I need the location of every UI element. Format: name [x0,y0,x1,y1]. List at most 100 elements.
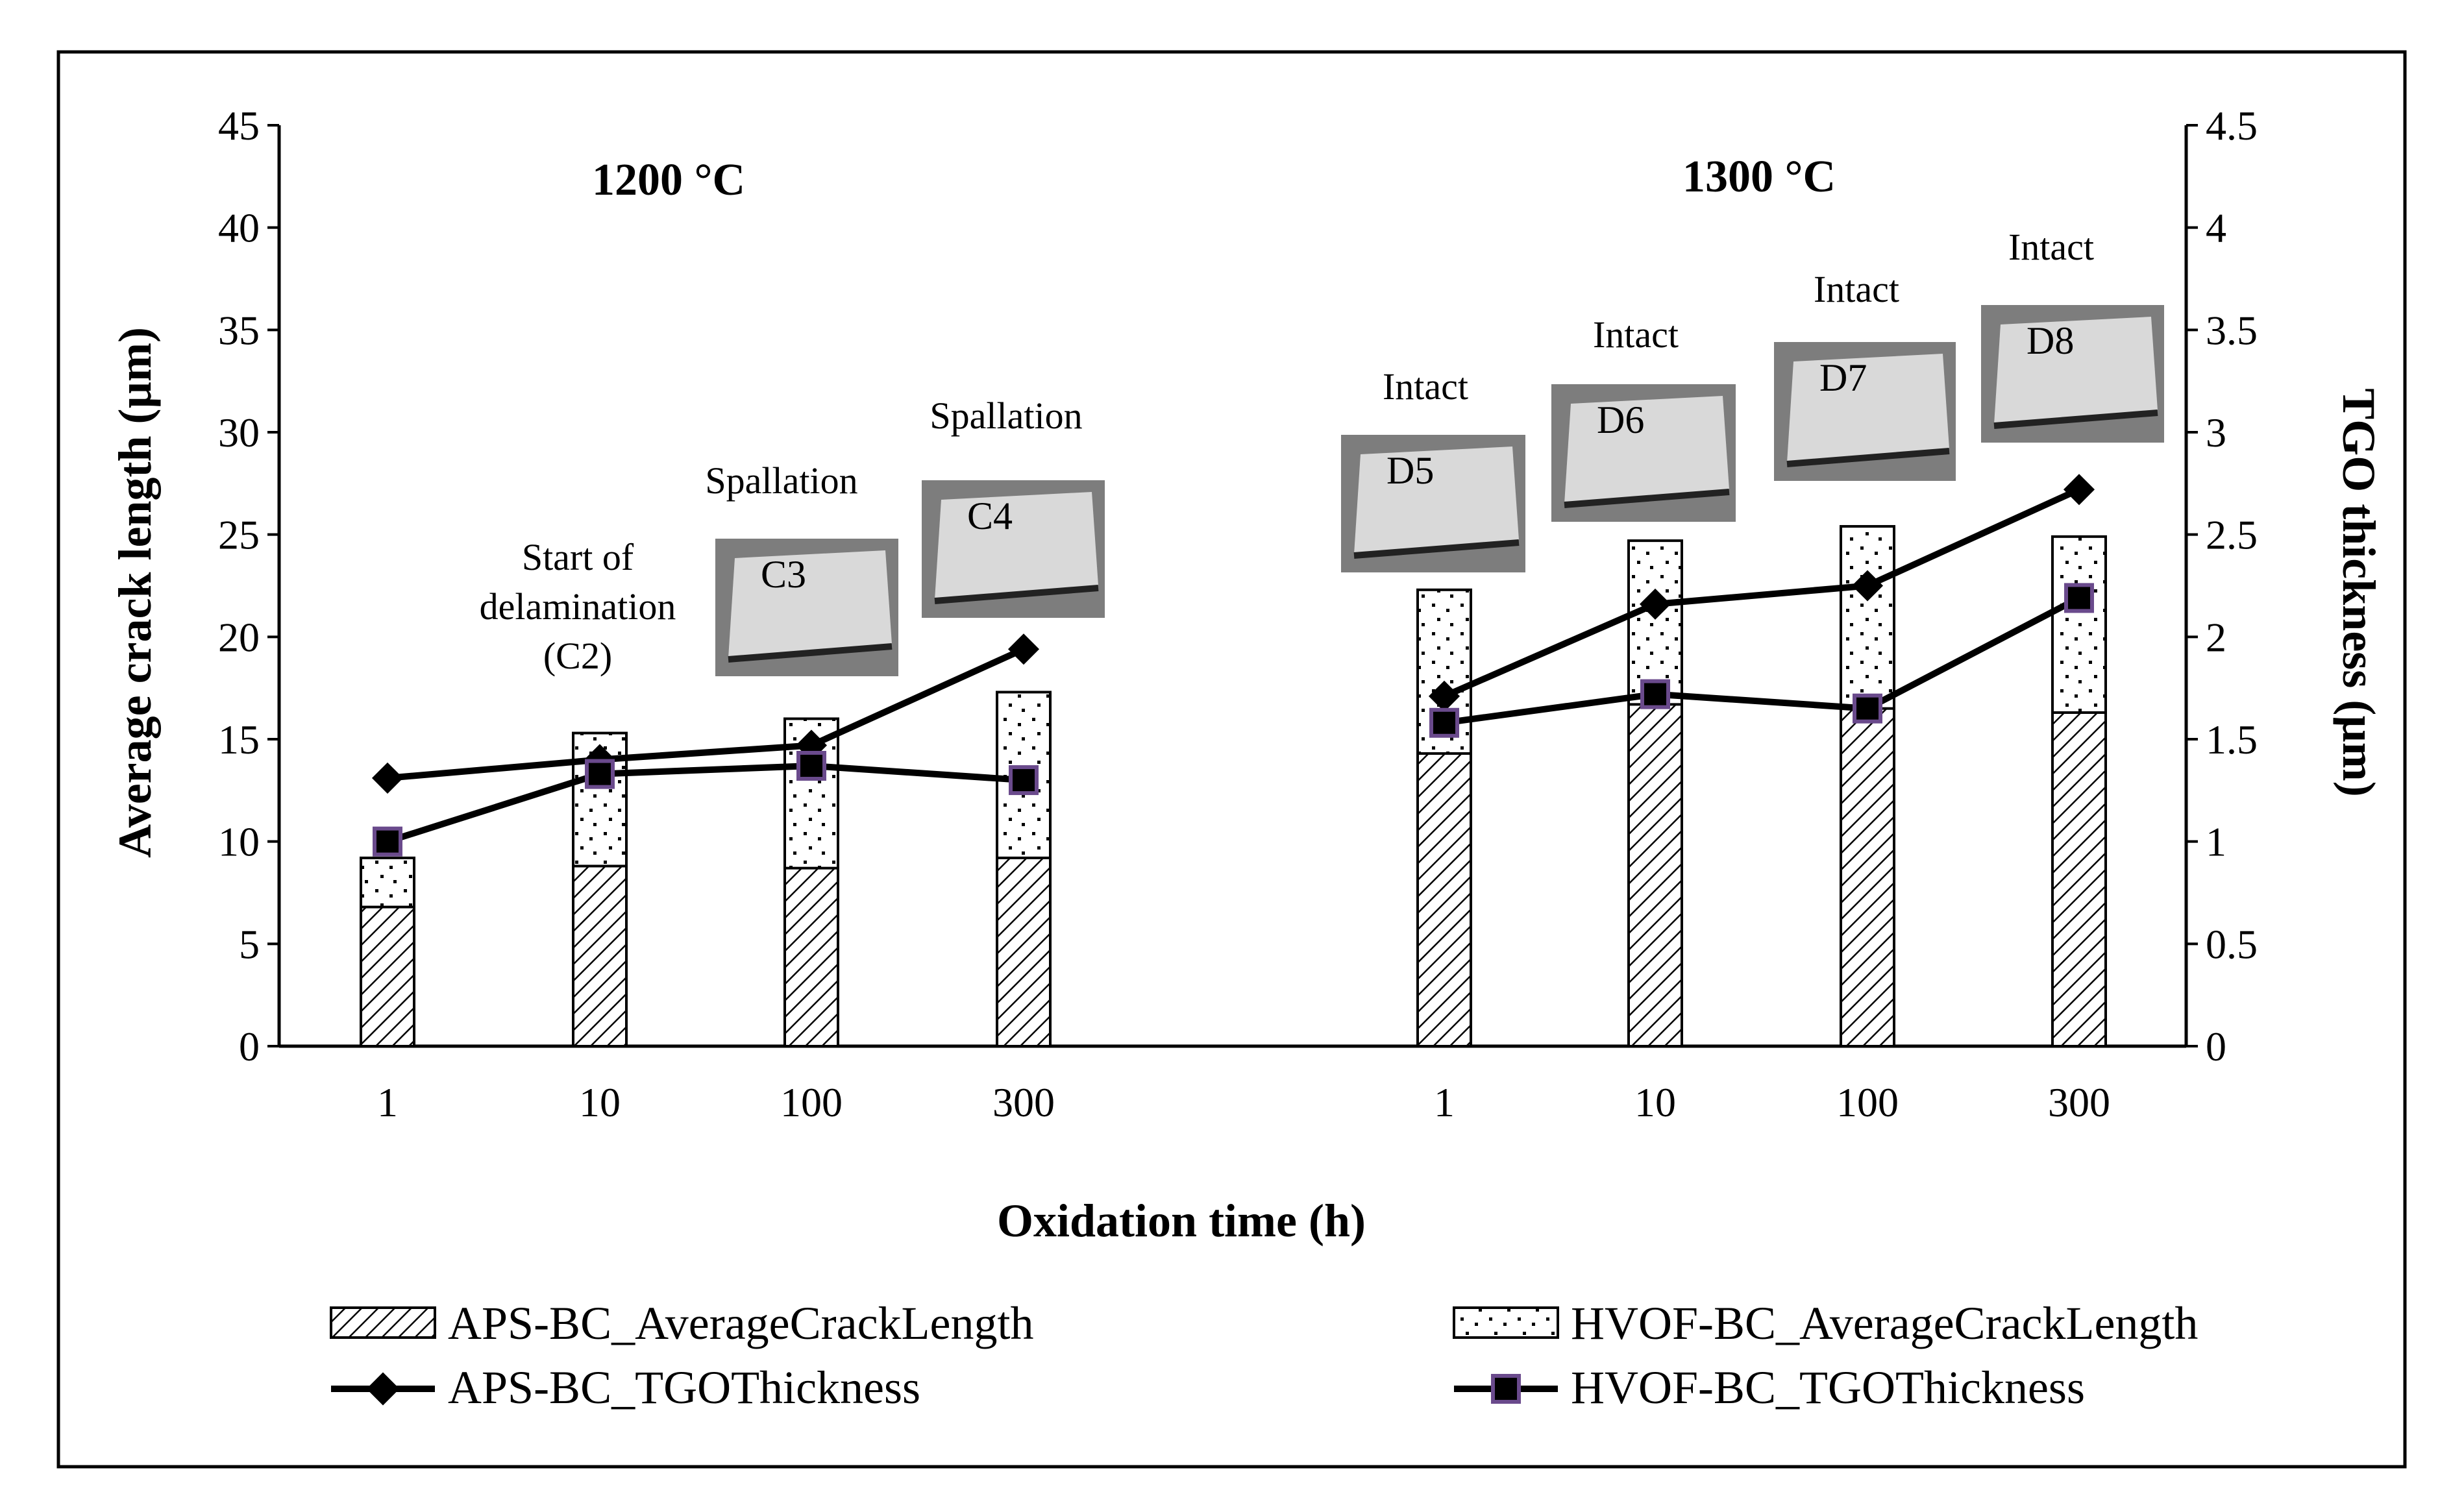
point-aps-tgo [1851,570,1884,602]
annotation: Start of delamination (C2) [480,536,676,677]
y-tick-label: 20 [218,614,260,660]
series-line-hvof-tgo [386,762,1024,845]
bar-aps-crack [360,905,415,1048]
point-aps-tgo [1428,680,1460,712]
annotation-line: Spallation [930,395,1082,437]
bar-aps-crack [1416,752,1472,1048]
sample-plate [1354,447,1519,554]
sample-photo-label: C4 [967,495,1013,537]
sample-plate [1564,396,1729,504]
sample-plate [1787,354,1949,463]
y2-tick-label: 0 [2206,1023,2226,1070]
legend-swatch-aps-crack [330,1306,436,1339]
legend-label-aps-tgo: APS-BC_TGOThickness [448,1362,920,1413]
temperature-label: 1200 °C [592,155,745,205]
series-line-aps-tgo [1442,486,2081,700]
plot-area: 0 5 10 15 20 25 30 35 40 45 0 0.5 1 1.5 2 2.5 3 3.5 4 4.5 12… [218,103,2258,1125]
annotation-line: delamination [480,585,676,628]
point-hvof-tgo [796,750,826,781]
x-tick-label: 300 [992,1079,1055,1125]
x-tick-label: 1 [377,1079,398,1125]
x-tick-label: 10 [579,1079,621,1125]
y2-axis-title: TGO thickness (µm) [2333,388,2385,797]
legend-label-aps-crack: APS-BC_AverageCrackLength [448,1297,1033,1349]
bar-aps-crack [2051,711,2107,1048]
y2-tick-label: 3 [2206,410,2226,456]
y-tick-label: 5 [239,921,260,967]
bar-aps-crack [1840,707,1895,1047]
point-hvof-tgo [1853,693,1882,724]
y2-tick-label: 1 [2206,819,2226,865]
annotation-line: Intact [2008,226,2094,268]
annotation: Intact [1383,365,1468,408]
figure-frame [56,50,2407,1469]
y-tick-label: 30 [218,410,260,456]
annotation: Spallation [705,459,857,502]
y-tick-label: 35 [218,307,260,353]
point-aps-tgo [2063,474,2095,506]
sample-plate [935,492,1098,600]
annotation-line: (C2) [543,635,612,677]
sample-plate-edge [1353,539,1520,559]
annotation-line: Intact [1383,365,1468,408]
y-tick-label: 45 [218,103,260,149]
sample-photo-label: D5 [1386,449,1434,492]
point-hvof-tgo [1429,707,1459,738]
point-aps-tgo [1639,588,1671,620]
point-hvof-tgo [1640,679,1670,709]
sample-photo-label: D8 [2027,319,2074,362]
bar-aps-crack [996,856,1052,1047]
point-hvof-tgo [373,826,402,857]
series-line-aps-tgo [387,646,1026,781]
y2-tick-label: 1.5 [2206,716,2258,763]
point-hvof-tgo [2064,583,2094,613]
sample-photo-label: C3 [761,553,806,596]
legend-marker-hvof-tgo [1491,1374,1521,1404]
y-tick-label: 0 [239,1023,260,1070]
legend-swatch-hvof-crack [1453,1306,1559,1339]
sample-plate-edge [1993,410,2158,429]
y-tick-label: 25 [218,512,260,558]
y2-tick-label: 0.5 [2206,921,2258,967]
annotation-line: Start of [522,536,634,578]
sample-photo-label: D7 [1819,356,1867,399]
x-tick-label: 1 [1434,1079,1455,1125]
legend-marker-aps-tgo [366,1372,400,1406]
x-tick-label: 100 [1836,1079,1899,1125]
point-aps-tgo [371,762,404,794]
annotation-line: Spallation [705,459,857,502]
x-axis-title: Oxidation time (h) [997,1195,1366,1247]
y-tick-label: 10 [218,819,260,865]
y2-tick-label: 3.5 [2206,307,2258,353]
annotation-line: Intact [1593,313,1679,356]
sample-plate-edge [934,585,1099,604]
x-tick-label: 300 [2048,1079,2110,1125]
y2-tick-label: 2.5 [2206,512,2258,558]
annotation: Intact [1593,313,1679,356]
y2-tick-label: 4.5 [2206,103,2258,149]
y-axis-title: Average crack length (µm) [109,327,161,858]
bar-aps-crack [783,866,839,1048]
y-tick-label: 15 [218,716,260,763]
point-aps-tgo [1007,633,1040,665]
annotation: Intact [1814,268,1899,310]
legend-label-hvof-crack: HVOF-BC_AverageCrackLength [1571,1297,2198,1349]
bar-aps-crack [572,864,628,1048]
legend-label-hvof-tgo: HVOF-BC_TGOThickness [1571,1362,2085,1413]
sample-plate-edge [1564,489,1730,508]
point-hvof-tgo [585,759,615,789]
y2-tick-label: 2 [2206,614,2226,660]
sample-plate [728,550,892,658]
annotation: Intact [2008,226,2094,268]
point-hvof-tgo [1009,765,1039,796]
sample-plate-edge [728,643,893,663]
annotation: Spallation [930,395,1082,437]
temperature-label: 1300 °C [1682,152,1836,202]
x-tick-label: 100 [780,1079,843,1125]
bar-aps-crack [1627,703,1683,1047]
sample-photo-label: D6 [1597,398,1644,441]
sample-plate [1994,317,2158,424]
annotation-line: Intact [1814,268,1899,310]
y2-tick-label: 4 [2206,205,2226,251]
